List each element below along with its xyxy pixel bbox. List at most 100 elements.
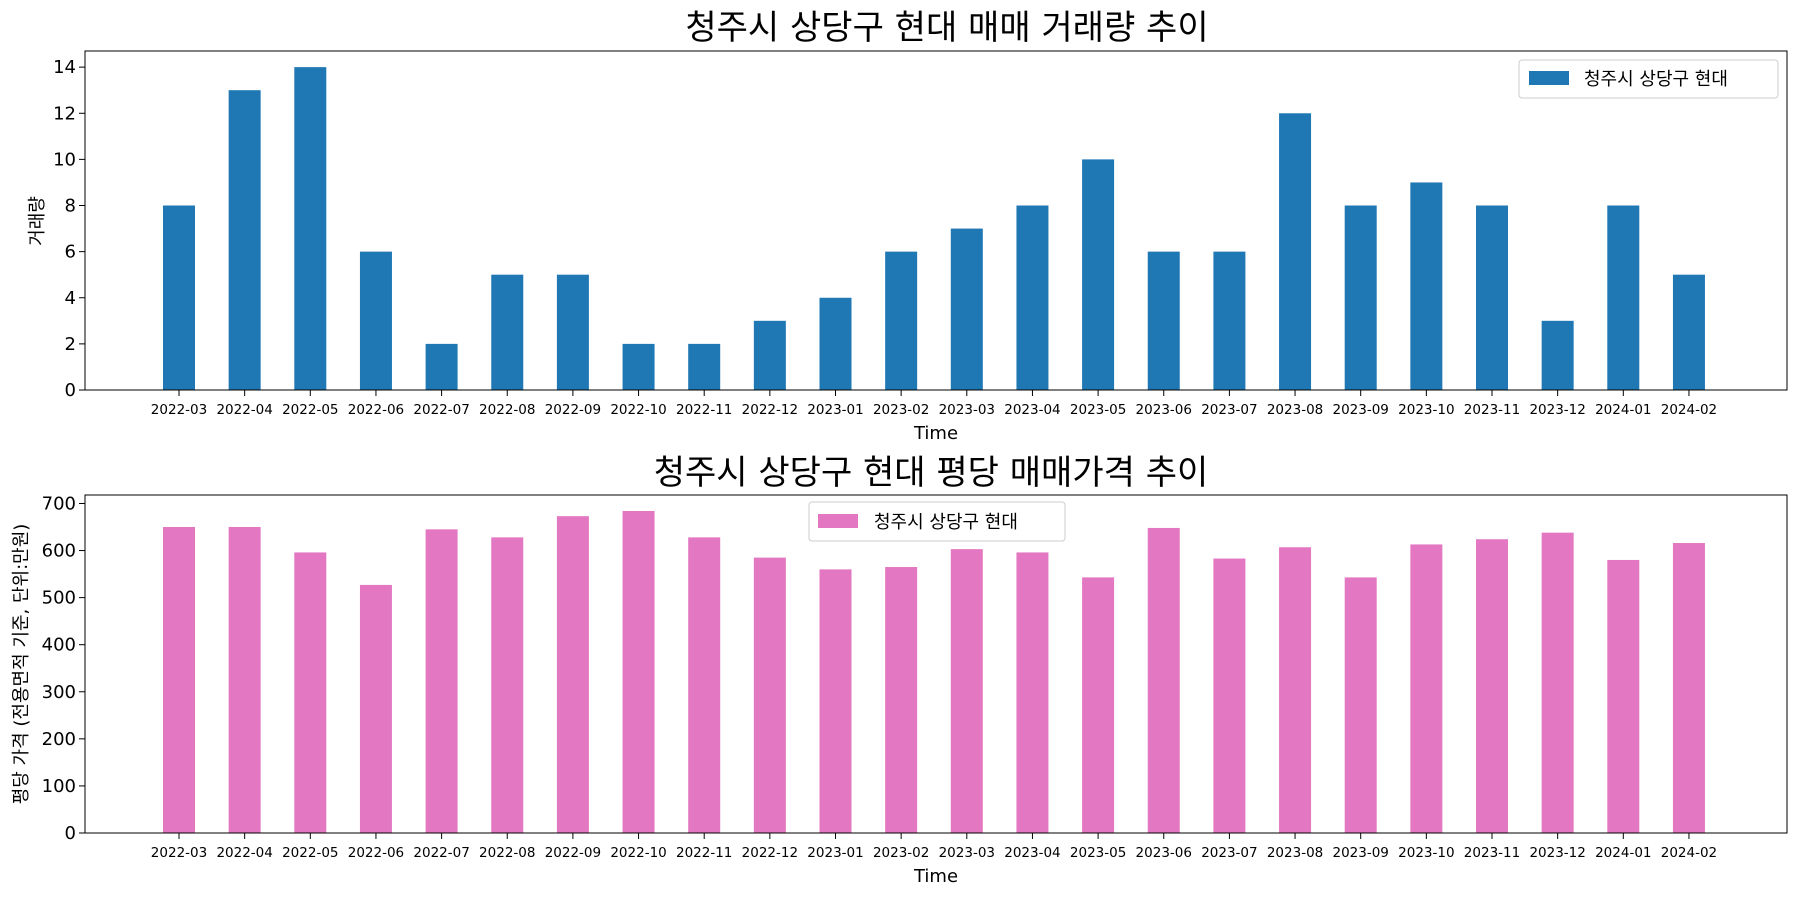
- x-axis-label: Time: [913, 423, 958, 444]
- bar: [1016, 552, 1049, 833]
- y-tick-label: 14: [53, 57, 76, 78]
- bar: [294, 67, 327, 390]
- x-tick-label: 2022-09: [545, 845, 601, 861]
- x-tick-label: 2023-09: [1332, 402, 1388, 418]
- x-tick-label: 2023-10: [1398, 845, 1454, 861]
- y-ticks: 0 2 4 6 8 10 12 14: [53, 57, 85, 401]
- x-tick-label: 2023-02: [873, 402, 929, 418]
- bar: [1541, 320, 1574, 390]
- y-tick-label: 0: [65, 380, 76, 401]
- bar: [163, 527, 195, 833]
- bar: [622, 343, 655, 390]
- bar: [1016, 205, 1049, 390]
- x-tick-label: 2022-07: [413, 845, 469, 861]
- bar: [491, 274, 524, 390]
- x-tick-label: 2022-04: [216, 402, 272, 418]
- bar: [885, 251, 918, 390]
- bar: [1672, 543, 1705, 833]
- bars: [163, 511, 1705, 833]
- bar: [1344, 205, 1377, 390]
- bar: [556, 516, 589, 833]
- x-tick-label: 2022-05: [282, 845, 338, 861]
- bar: [688, 343, 721, 390]
- x-tick-label: 2023-01: [807, 845, 863, 861]
- x-tick-label: 2024-01: [1595, 402, 1651, 418]
- x-tick-label: 2022-03: [151, 845, 207, 861]
- x-tick-label: 2022-08: [479, 845, 535, 861]
- x-tick-label: 2023-12: [1529, 402, 1585, 418]
- x-tick-label: 2023-06: [1136, 402, 1192, 418]
- y-axis-label: 거래량: [27, 196, 48, 246]
- x-tick-label: 2022-11: [676, 845, 732, 861]
- x-tick-label: 2022-10: [610, 845, 666, 861]
- x-tick-label: 2023-05: [1070, 845, 1126, 861]
- x-ticks: 2022-03 2022-04 2022-05 2022-06 2022-07 2022-…: [151, 833, 1717, 861]
- x-tick-label: 2022-09: [545, 402, 601, 418]
- x-tick-label: 2022-05: [282, 402, 338, 418]
- bar: [753, 320, 786, 390]
- x-tick-label: 2022-04: [216, 845, 272, 861]
- chart-title: 청주시 상당구 현대 평당 매매가격 추이: [654, 453, 1209, 493]
- bar: [688, 537, 721, 833]
- bar: [1607, 559, 1640, 833]
- x-tick-label: 2022-07: [413, 402, 469, 418]
- x-tick-label: 2023-12: [1529, 845, 1585, 861]
- y-ticks: 0 100 200 300 400 500 600 700: [42, 493, 85, 844]
- y-tick-label: 300: [42, 682, 76, 703]
- x-ticks: 2022-03 2022-04 2022-05 2022-06 2022-07 2022-…: [151, 390, 1717, 418]
- bar: [950, 549, 983, 833]
- x-tick-label: 2022-03: [151, 402, 207, 418]
- x-tick-label: 2024-02: [1661, 402, 1717, 418]
- bar: [1476, 205, 1508, 390]
- x-axis-label: Time: [913, 866, 958, 887]
- y-tick-label: 500: [42, 588, 76, 609]
- bar: [556, 274, 589, 390]
- legend-label: 청주시 상당구 현대: [874, 512, 1018, 533]
- bar: [622, 511, 655, 833]
- y-tick-label: 2: [65, 334, 76, 355]
- x-tick-label: 2023-06: [1136, 845, 1192, 861]
- legend-swatch: [1529, 71, 1569, 85]
- x-tick-label: 2022-10: [610, 402, 666, 418]
- bar: [1147, 251, 1180, 390]
- x-tick-label: 2023-08: [1267, 402, 1323, 418]
- x-tick-label: 2024-01: [1595, 845, 1651, 861]
- bar: [819, 569, 852, 833]
- bar: [228, 90, 261, 390]
- x-tick-label: 2023-08: [1267, 845, 1323, 861]
- y-tick-label: 700: [42, 493, 76, 514]
- volume-chart: 청주시 상당구 현대 매매 거래량 추이 0 2 4 6 8 10 12 14 2022-03…: [27, 8, 1788, 444]
- bar: [1541, 532, 1574, 833]
- y-tick-label: 400: [42, 635, 76, 656]
- x-tick-label: 2022-06: [348, 845, 404, 861]
- bar: [294, 552, 327, 833]
- bar: [1213, 558, 1246, 833]
- y-tick-label: 600: [42, 541, 76, 562]
- y-tick-label: 8: [65, 196, 76, 217]
- bar: [359, 251, 392, 390]
- bar: [1213, 251, 1246, 390]
- legend-swatch: [818, 514, 858, 528]
- x-tick-label: 2023-07: [1201, 845, 1257, 861]
- bar: [163, 205, 195, 390]
- bar: [1607, 205, 1640, 390]
- x-tick-label: 2023-09: [1332, 845, 1388, 861]
- bar: [1410, 544, 1443, 833]
- legend-label: 청주시 상당구 현대: [1584, 69, 1728, 90]
- x-tick-label: 2023-05: [1070, 402, 1126, 418]
- bar: [1344, 577, 1377, 833]
- bar: [1279, 547, 1312, 833]
- legend-box: [1518, 59, 1779, 99]
- legend: 청주시 상당구 현대: [808, 501, 1066, 542]
- bar: [359, 584, 392, 833]
- bar: [425, 343, 458, 390]
- bar: [1082, 577, 1115, 833]
- x-tick-label: 2023-07: [1201, 402, 1257, 418]
- x-tick-label: 2022-06: [348, 402, 404, 418]
- bar: [1147, 527, 1180, 833]
- bar: [1476, 539, 1508, 833]
- chart-title: 청주시 상당구 현대 매매 거래량 추이: [685, 8, 1208, 48]
- x-tick-label: 2023-11: [1464, 845, 1520, 861]
- price-chart: 청주시 상당구 현대 평당 매매가격 추이 0 100 200 300 400 500 60…: [11, 453, 1788, 887]
